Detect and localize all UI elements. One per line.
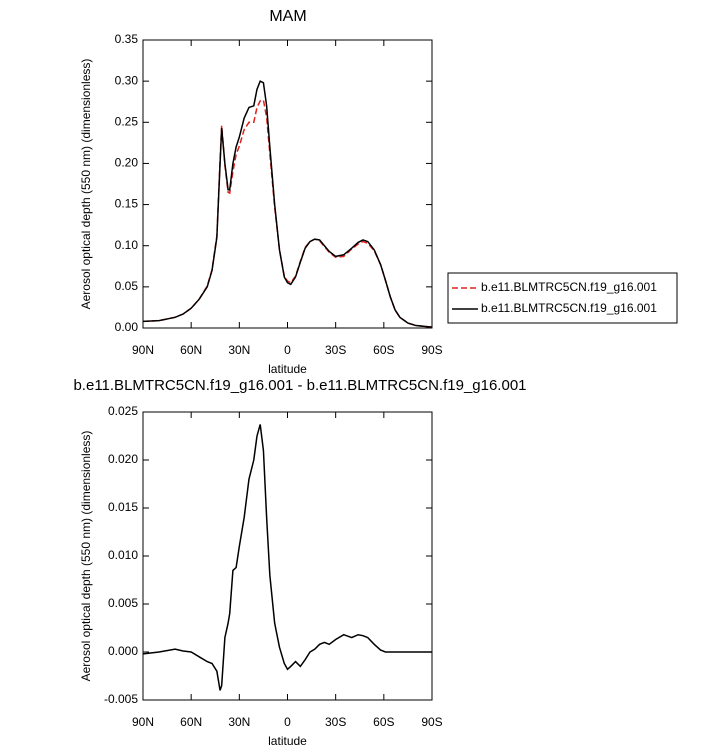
chart-title: MAM — [269, 8, 306, 25]
y-tick-label: 0.015 — [108, 500, 138, 514]
x-tick-label: 0 — [284, 715, 291, 729]
y-tick-label: 0.35 — [115, 32, 139, 46]
y-tick-label: 0.010 — [108, 548, 138, 562]
y-tick-label: 0.020 — [108, 452, 138, 466]
x-tick-label: 90S — [421, 715, 442, 729]
x-axis-label: latitude — [268, 734, 307, 748]
y-tick-label: 0.025 — [108, 404, 138, 418]
y-axis-label: Aerosol optical depth (550 nm) (dimensio… — [79, 59, 93, 310]
x-tick-label: 30N — [228, 715, 250, 729]
x-axis-label: latitude — [268, 362, 307, 376]
x-tick-label: 60S — [373, 343, 394, 357]
y-tick-label: 0.15 — [115, 197, 139, 211]
x-tick-label: 0 — [284, 343, 291, 357]
y-tick-label: 0.005 — [108, 596, 138, 610]
y-tick-label: 0.10 — [115, 238, 139, 252]
legend-label: b.e11.BLMTRC5CN.f19_g16.001 — [481, 280, 657, 294]
data-line — [142, 424, 432, 691]
x-tick-label: 90S — [421, 343, 442, 357]
x-tick-label: 60S — [373, 715, 394, 729]
x-tick-label: 30S — [325, 715, 346, 729]
y-tick-label: 0.30 — [115, 73, 139, 87]
x-tick-label: 30N — [228, 343, 250, 357]
y-tick-label: -0.005 — [104, 692, 138, 706]
data-line — [142, 80, 433, 328]
chart-title: b.e11.BLMTRC5CN.f19_g16.001 - b.e11.BLMT… — [73, 377, 526, 394]
y-tick-label: 0.000 — [108, 644, 138, 658]
legend-label: b.e11.BLMTRC5CN.f19_g16.001 — [481, 301, 657, 315]
y-tick-label: 0.05 — [115, 279, 139, 293]
plot-frame — [142, 411, 433, 701]
y-axis-label: Aerosol optical depth (550 nm) (dimensio… — [79, 431, 93, 682]
legend-box — [447, 272, 678, 324]
plot-frame — [142, 39, 433, 329]
y-tick-label: 0.00 — [115, 320, 139, 334]
y-tick-label: 0.20 — [115, 156, 139, 170]
x-tick-label: 60N — [180, 343, 202, 357]
y-tick-label: 0.25 — [115, 114, 139, 128]
x-tick-label: 90N — [132, 343, 154, 357]
x-tick-label: 60N — [180, 715, 202, 729]
x-tick-label: 90N — [132, 715, 154, 729]
x-tick-label: 30S — [325, 343, 346, 357]
